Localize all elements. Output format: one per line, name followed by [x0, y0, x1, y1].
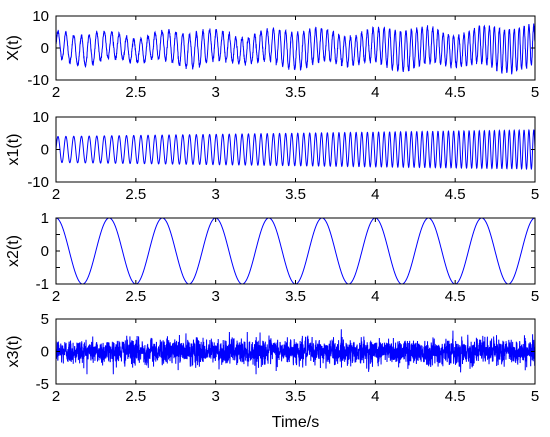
- axes-box: [55, 217, 536, 285]
- y-tick-label: -5: [36, 376, 49, 393]
- x-tick-label: 4: [371, 288, 379, 305]
- y-tick-label: -1: [36, 276, 49, 293]
- x-tick-label: 2.5: [125, 186, 146, 203]
- x-tick-label: 2.5: [125, 388, 146, 405]
- x-tick-label: 3.5: [285, 288, 306, 305]
- x-tick-label: 3: [211, 288, 219, 305]
- y-axis-label: x1(t): [5, 134, 22, 166]
- y-tick-label: 10: [32, 8, 49, 25]
- series-line: [56, 128, 535, 171]
- x-tick-label: 3: [211, 388, 219, 405]
- x-axis-label: Time/s: [272, 414, 319, 431]
- y-tick-label: -10: [27, 174, 49, 191]
- subplot-2: 2 2.5 3 3.5 4 4.5 5 10 0 -10 x1(t): [5, 109, 539, 203]
- y-tick-label: 0: [41, 344, 49, 361]
- x-tick-label: 2: [52, 288, 60, 305]
- series-line: [56, 23, 535, 75]
- x-tick-label: 4: [371, 84, 379, 101]
- y-tick-label: 10: [32, 109, 49, 126]
- x-tick-label: 2.5: [125, 84, 146, 101]
- x-tick-label: 3.5: [285, 388, 306, 405]
- x-tick-label: 2.5: [125, 288, 146, 305]
- y-tick-label: 5: [41, 311, 49, 328]
- x-tick-label: 4: [371, 186, 379, 203]
- y-tick-label: 0: [41, 142, 49, 159]
- x-tick-label: 4.5: [445, 84, 466, 101]
- subplot-1: 2 2.5 3 3.5 4 4.5 5 10 0 -10 X(t): [5, 8, 539, 101]
- x-tick-label: 4: [371, 388, 379, 405]
- y-axis-label: x2(t): [5, 235, 22, 267]
- x-tick-label: 3: [211, 186, 219, 203]
- y-tick-label: 0: [41, 243, 49, 260]
- y-axis-label: x3(t): [5, 336, 22, 368]
- x-tick-label: 4.5: [445, 388, 466, 405]
- y-tick-label: 1: [41, 210, 49, 227]
- x-tick-label: 4.5: [445, 288, 466, 305]
- x-tick-label: 3.5: [285, 186, 306, 203]
- x-tick-label: 3: [211, 84, 219, 101]
- x-tick-label: 3.5: [285, 84, 306, 101]
- x-tick-label: 5: [531, 186, 539, 203]
- y-tick-label: -10: [27, 72, 49, 89]
- subplot-4: 2 2.5 3 3.5 4 4.5 5 5 0 -5 x3(t) Time/s: [5, 311, 539, 431]
- series-line: [56, 218, 535, 284]
- x-tick-label: 2: [52, 186, 60, 203]
- x-tick-label: 2: [52, 388, 60, 405]
- x-tick-label: 4.5: [445, 186, 466, 203]
- x-tick-label: 2: [52, 84, 60, 101]
- x-tick-label: 5: [531, 84, 539, 101]
- x-tick-label: 5: [531, 288, 539, 305]
- y-axis-label: X(t): [5, 35, 22, 61]
- subplot-3: 2 2.5 3 3.5 4 4.5 5 1 0 -1 x2(t): [5, 210, 539, 305]
- y-tick-label: 0: [41, 40, 49, 57]
- x-tick-label: 5: [531, 388, 539, 405]
- series-line: [56, 329, 535, 375]
